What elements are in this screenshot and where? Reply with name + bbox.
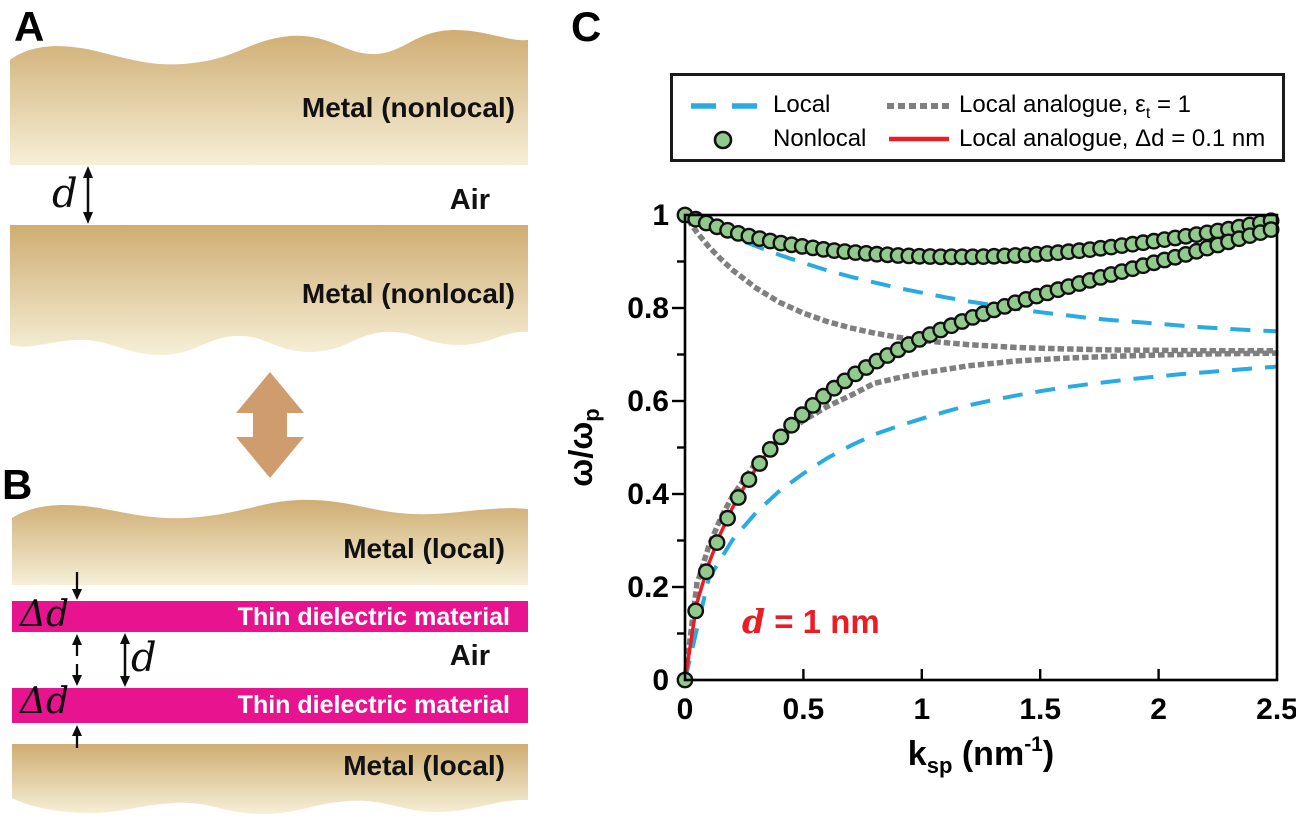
panel-b-gap-arrow xyxy=(120,633,130,687)
x-tick-label: 1 xyxy=(913,693,930,726)
legend-analogue-eps-prefix: Local analogue, xyxy=(959,91,1136,118)
axis-tick-labels: 0 0.2 0.4 0.6 0.8 1 0 0.5 1 1.5 2 2.5 xyxy=(627,199,1296,726)
legend-local-label: Local xyxy=(773,91,831,118)
panel-a-air-label: Air xyxy=(449,184,490,216)
panel-a-top-metal-label: Metal (nonlocal) xyxy=(301,92,515,123)
x-tick-label: 2.5 xyxy=(1256,693,1296,726)
series-nonlocal-lower-branch- xyxy=(676,221,1280,689)
x-tick-label: 0.5 xyxy=(783,693,825,726)
y-tick-label: 0.2 xyxy=(627,571,669,604)
plot-annotation-d: d xyxy=(742,602,766,641)
nonlocal-marker xyxy=(751,455,769,472)
panel-b-delta-arrows xyxy=(72,572,82,748)
legend-local-dash-icon xyxy=(691,103,763,109)
transform-double-arrow xyxy=(236,372,304,478)
panel-b-top-metal-slab xyxy=(12,499,528,585)
y-tick-label: 0 xyxy=(652,664,669,697)
panel-a-gap-d-label: d xyxy=(52,171,78,217)
legend-analogue-eps-suffix: = 1 xyxy=(1150,91,1192,118)
nonlocal-marker xyxy=(761,440,779,458)
series-local-lower-branch- xyxy=(683,364,1278,681)
y-tick-label: 0.6 xyxy=(627,385,669,418)
legend-analogue-eps-subscript: t xyxy=(1145,104,1151,122)
legend-nonlocal-circle-icon xyxy=(713,130,733,150)
panel-a-top-metal-slab xyxy=(10,30,528,165)
panel-b-gap-d-label: d xyxy=(131,635,157,681)
panel-b-bottom-metal-slab xyxy=(12,744,528,814)
series-local-upper-branch- xyxy=(684,213,1278,334)
nonlocal-marker xyxy=(719,509,737,527)
y-tick-label: 0.4 xyxy=(627,478,669,511)
nonlocal-marker xyxy=(783,416,801,434)
nonlocal-marker xyxy=(708,534,726,551)
plot-annotation: d = 1 nm xyxy=(742,602,880,641)
legend-analogue-eps-symbol: ε xyxy=(1135,91,1146,118)
legend-analogue-eps-dotted-icon xyxy=(887,103,949,109)
panel-a-bottom-metal-label: Metal (nonlocal) xyxy=(301,278,515,309)
legend-nonlocal-label: Nonlocal xyxy=(773,125,867,152)
x-axis-title: ksp (nm-1) xyxy=(908,733,1054,778)
panel-b-dielectric-top-label: Thin dielectric material xyxy=(237,603,510,631)
panel-b-bottom-metal-label: Metal (local) xyxy=(343,750,505,781)
series-nonlocal-upper-branch- xyxy=(676,206,1280,266)
nonlocal-marker xyxy=(772,428,790,446)
chart-legend: Local Nonlocal Local analogue, εt = 1 Lo… xyxy=(670,73,1285,162)
panel-b-delta-d-top-label: Δd xyxy=(20,594,70,635)
series-local-analogue-t-1-upper-branch- xyxy=(685,218,1280,354)
panel-a-gap-arrow xyxy=(83,166,93,224)
panel-b-dielectric-strip-top xyxy=(12,601,528,632)
panel-b-top-metal-label: Metal (local) xyxy=(343,533,505,564)
nonlocal-marker xyxy=(804,396,822,414)
nonlocal-marker xyxy=(697,563,715,581)
diagram-svg xyxy=(10,30,528,814)
axis-ticks xyxy=(672,260,1160,680)
plot-border xyxy=(683,213,1279,682)
nonlocal-marker xyxy=(687,602,705,620)
y-tick-label: 1 xyxy=(652,199,669,232)
x-tick-label: 0 xyxy=(677,693,694,726)
panel-a-bottom-metal-slab xyxy=(10,225,528,355)
legend-analogue-dd-label: Local analogue, Δd = 0.1 nm xyxy=(959,125,1266,152)
x-tick-label: 2 xyxy=(1150,693,1167,726)
nonlocal-marker xyxy=(740,471,758,488)
x-tick-label: 1.5 xyxy=(1019,693,1061,726)
plot-annotation-rest: = 1 nm xyxy=(765,603,880,640)
nonlocal-marker xyxy=(793,406,811,424)
legend-analogue-dd-line-icon xyxy=(889,136,949,142)
y-tick-label: 0.8 xyxy=(627,292,669,325)
panel-b-air-label: Air xyxy=(449,640,490,672)
panel-b-label: B xyxy=(2,461,33,508)
dispersion-plot: 0 0.2 0.4 0.6 0.8 1 0 0.5 1 1.5 2 2.5 ω/ωp ksp (nm-1) xyxy=(562,199,1296,778)
panel-a-label: A xyxy=(14,3,45,50)
nonlocal-marker xyxy=(729,489,747,506)
y-axis-title: ω/ωp xyxy=(562,408,604,486)
legend-analogue-eps-label: Local analogue, εt = 1 xyxy=(959,91,1191,123)
panel-b-dielectric-strip-bottom xyxy=(12,688,528,723)
panel-c-label: C xyxy=(571,3,602,50)
panel-b-delta-d-bottom-label: Δd xyxy=(20,681,70,722)
panel-b-dielectric-bottom-label: Thin dielectric material xyxy=(237,691,510,719)
